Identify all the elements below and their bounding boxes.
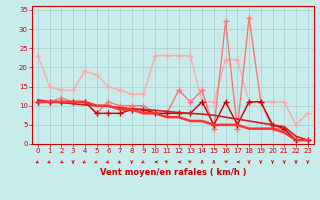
X-axis label: Vent moyen/en rafales ( km/h ): Vent moyen/en rafales ( km/h ) xyxy=(100,168,246,177)
